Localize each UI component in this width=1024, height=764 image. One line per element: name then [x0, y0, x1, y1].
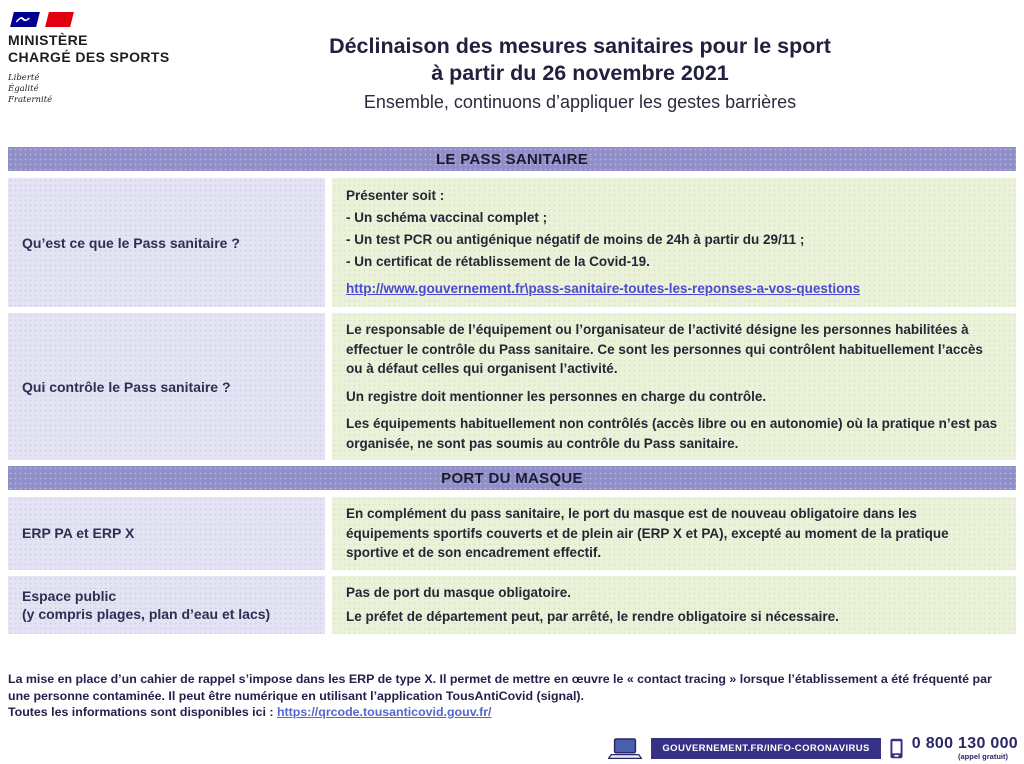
question-text: Qu’est ce que le Pass sanitaire ?	[22, 234, 240, 251]
gouvernement-banner: GOUVERNEMENT.FR/INFO-CORONAVIRUS	[651, 738, 881, 759]
page-title: Déclinaison des mesures sanitaires pour …	[140, 33, 1020, 87]
flag-red-stripe	[45, 11, 74, 27]
section-header-pass-sanitaire: LE PASS SANITAIRE	[8, 147, 1016, 171]
answer-paragraph: Pas de port du masque obligatoire.	[346, 584, 572, 600]
ministry-logo: MINISTÈRE CHARGÉ DES SPORTS Liberté Égal…	[8, 10, 188, 106]
flag-blue-stripe	[10, 11, 40, 27]
answer-bullet: - Un certificat de rétablissement de la …	[346, 254, 650, 269]
answer-paragraph: Les équipements habituellement non contr…	[346, 416, 998, 451]
answer-cell-pass-control: Le responsable de l’équipement ou l’orga…	[332, 313, 1016, 460]
question-cell-espace-public: Espace public (y compris plages, plan d’…	[8, 575, 325, 634]
marianne-icon	[15, 16, 30, 22]
table-row-erp: ERP PA et ERP X En complément du pass sa…	[8, 497, 1016, 570]
ministry-name: MINISTÈRE CHARGÉ DES SPORTS	[8, 32, 188, 66]
hotline-block: 0 800 130 000 (appel gratuit)	[911, 735, 1018, 762]
question-text-line2: (y compris plages, plan d’eau et lacs)	[22, 605, 271, 622]
ministry-name-line1: MINISTÈRE	[8, 32, 88, 48]
hotline-strip: GOUVERNEMENT.FR/INFO-CORONAVIRUS 0 800 1…	[608, 736, 1018, 761]
republic-motto: Liberté Égalité Fraternité	[8, 73, 188, 106]
answer-cell-espace-public: Pas de port du masque obligatoire. Le pr…	[332, 575, 1016, 634]
motto-liberte: Liberté	[8, 73, 40, 83]
footer-note: La mise en place d’un cahier de rappel s…	[8, 671, 1016, 721]
page-subtitle: Ensemble, continuons d’appliquer les ges…	[363, 92, 797, 112]
motto-fraternite: Fraternité	[8, 95, 53, 105]
measures-table: LE PASS SANITAIRE Qu’est ce que le Pass …	[8, 147, 1016, 640]
hotline-note: (appel gratuit)	[958, 752, 1008, 761]
title-block: Déclinaison des mesures sanitaires pour …	[140, 33, 1020, 113]
answer-paragraph: Un registre doit mentionner les personne…	[346, 388, 767, 404]
footer-paragraph: La mise en place d’un cahier de rappel s…	[8, 672, 992, 703]
answer-paragraph: Le responsable de l’équipement ou l’orga…	[346, 322, 983, 376]
question-cell-erp: ERP PA et ERP X	[8, 497, 325, 570]
question-cell-pass-definition: Qu’est ce que le Pass sanitaire ?	[8, 178, 325, 307]
question-text: Qui contrôle le Pass sanitaire ?	[22, 378, 231, 395]
motto-egalite: Égalité	[8, 84, 39, 94]
table-row-espace-public: Espace public (y compris plages, plan d’…	[8, 575, 1016, 634]
answer-paragraph: En complément du pass sanitaire, le port…	[346, 506, 949, 560]
answer-intro: Présenter soit :	[346, 188, 445, 203]
question-text-line1: Espace public	[22, 587, 117, 604]
footer-link-line: Toutes les informations sont disponibles…	[8, 704, 1016, 721]
answer-paragraph: Le préfet de département peut, par arrêt…	[346, 609, 839, 624]
tousanticovid-link[interactable]: https://qrcode.tousanticovid.gouv.fr/	[276, 705, 492, 719]
question-text: ERP PA et ERP X	[22, 525, 135, 542]
question-cell-pass-control: Qui contrôle le Pass sanitaire ?	[8, 313, 325, 460]
answer-bullet: - Un schéma vaccinal complet ;	[346, 210, 548, 225]
page-title-line1: Déclinaison des mesures sanitaires pour …	[329, 34, 831, 58]
ministry-name-line2: CHARGÉ DES SPORTS	[8, 49, 170, 65]
footer-link-prefix: Toutes les informations sont disponibles…	[8, 705, 277, 719]
answer-bullet: - Un test PCR ou antigénique négatif de …	[346, 232, 805, 247]
page-title-line2: à partir du 26 novembre 2021	[431, 61, 729, 85]
french-flag-icon	[10, 10, 188, 28]
table-row-pass-control: Qui contrôle le Pass sanitaire ? Le resp…	[8, 313, 1016, 460]
section-header-port-du-masque: PORT DU MASQUE	[8, 466, 1016, 490]
answer-cell-erp: En complément du pass sanitaire, le port…	[332, 497, 1016, 570]
table-row-pass-definition: Qu’est ce que le Pass sanitaire ? Présen…	[8, 178, 1016, 307]
smartphone-icon	[890, 738, 903, 759]
answer-link-line: http://www.gouvernement.fr\pass-sanitair…	[346, 278, 1002, 300]
hotline-number: 0 800 130 000	[911, 735, 1018, 752]
laptop-icon	[608, 738, 643, 760]
pass-sanitaire-info-link[interactable]: http://www.gouvernement.fr\pass-sanitair…	[346, 281, 861, 296]
answer-cell-pass-definition: Présenter soit : - Un schéma vaccinal co…	[332, 178, 1016, 307]
